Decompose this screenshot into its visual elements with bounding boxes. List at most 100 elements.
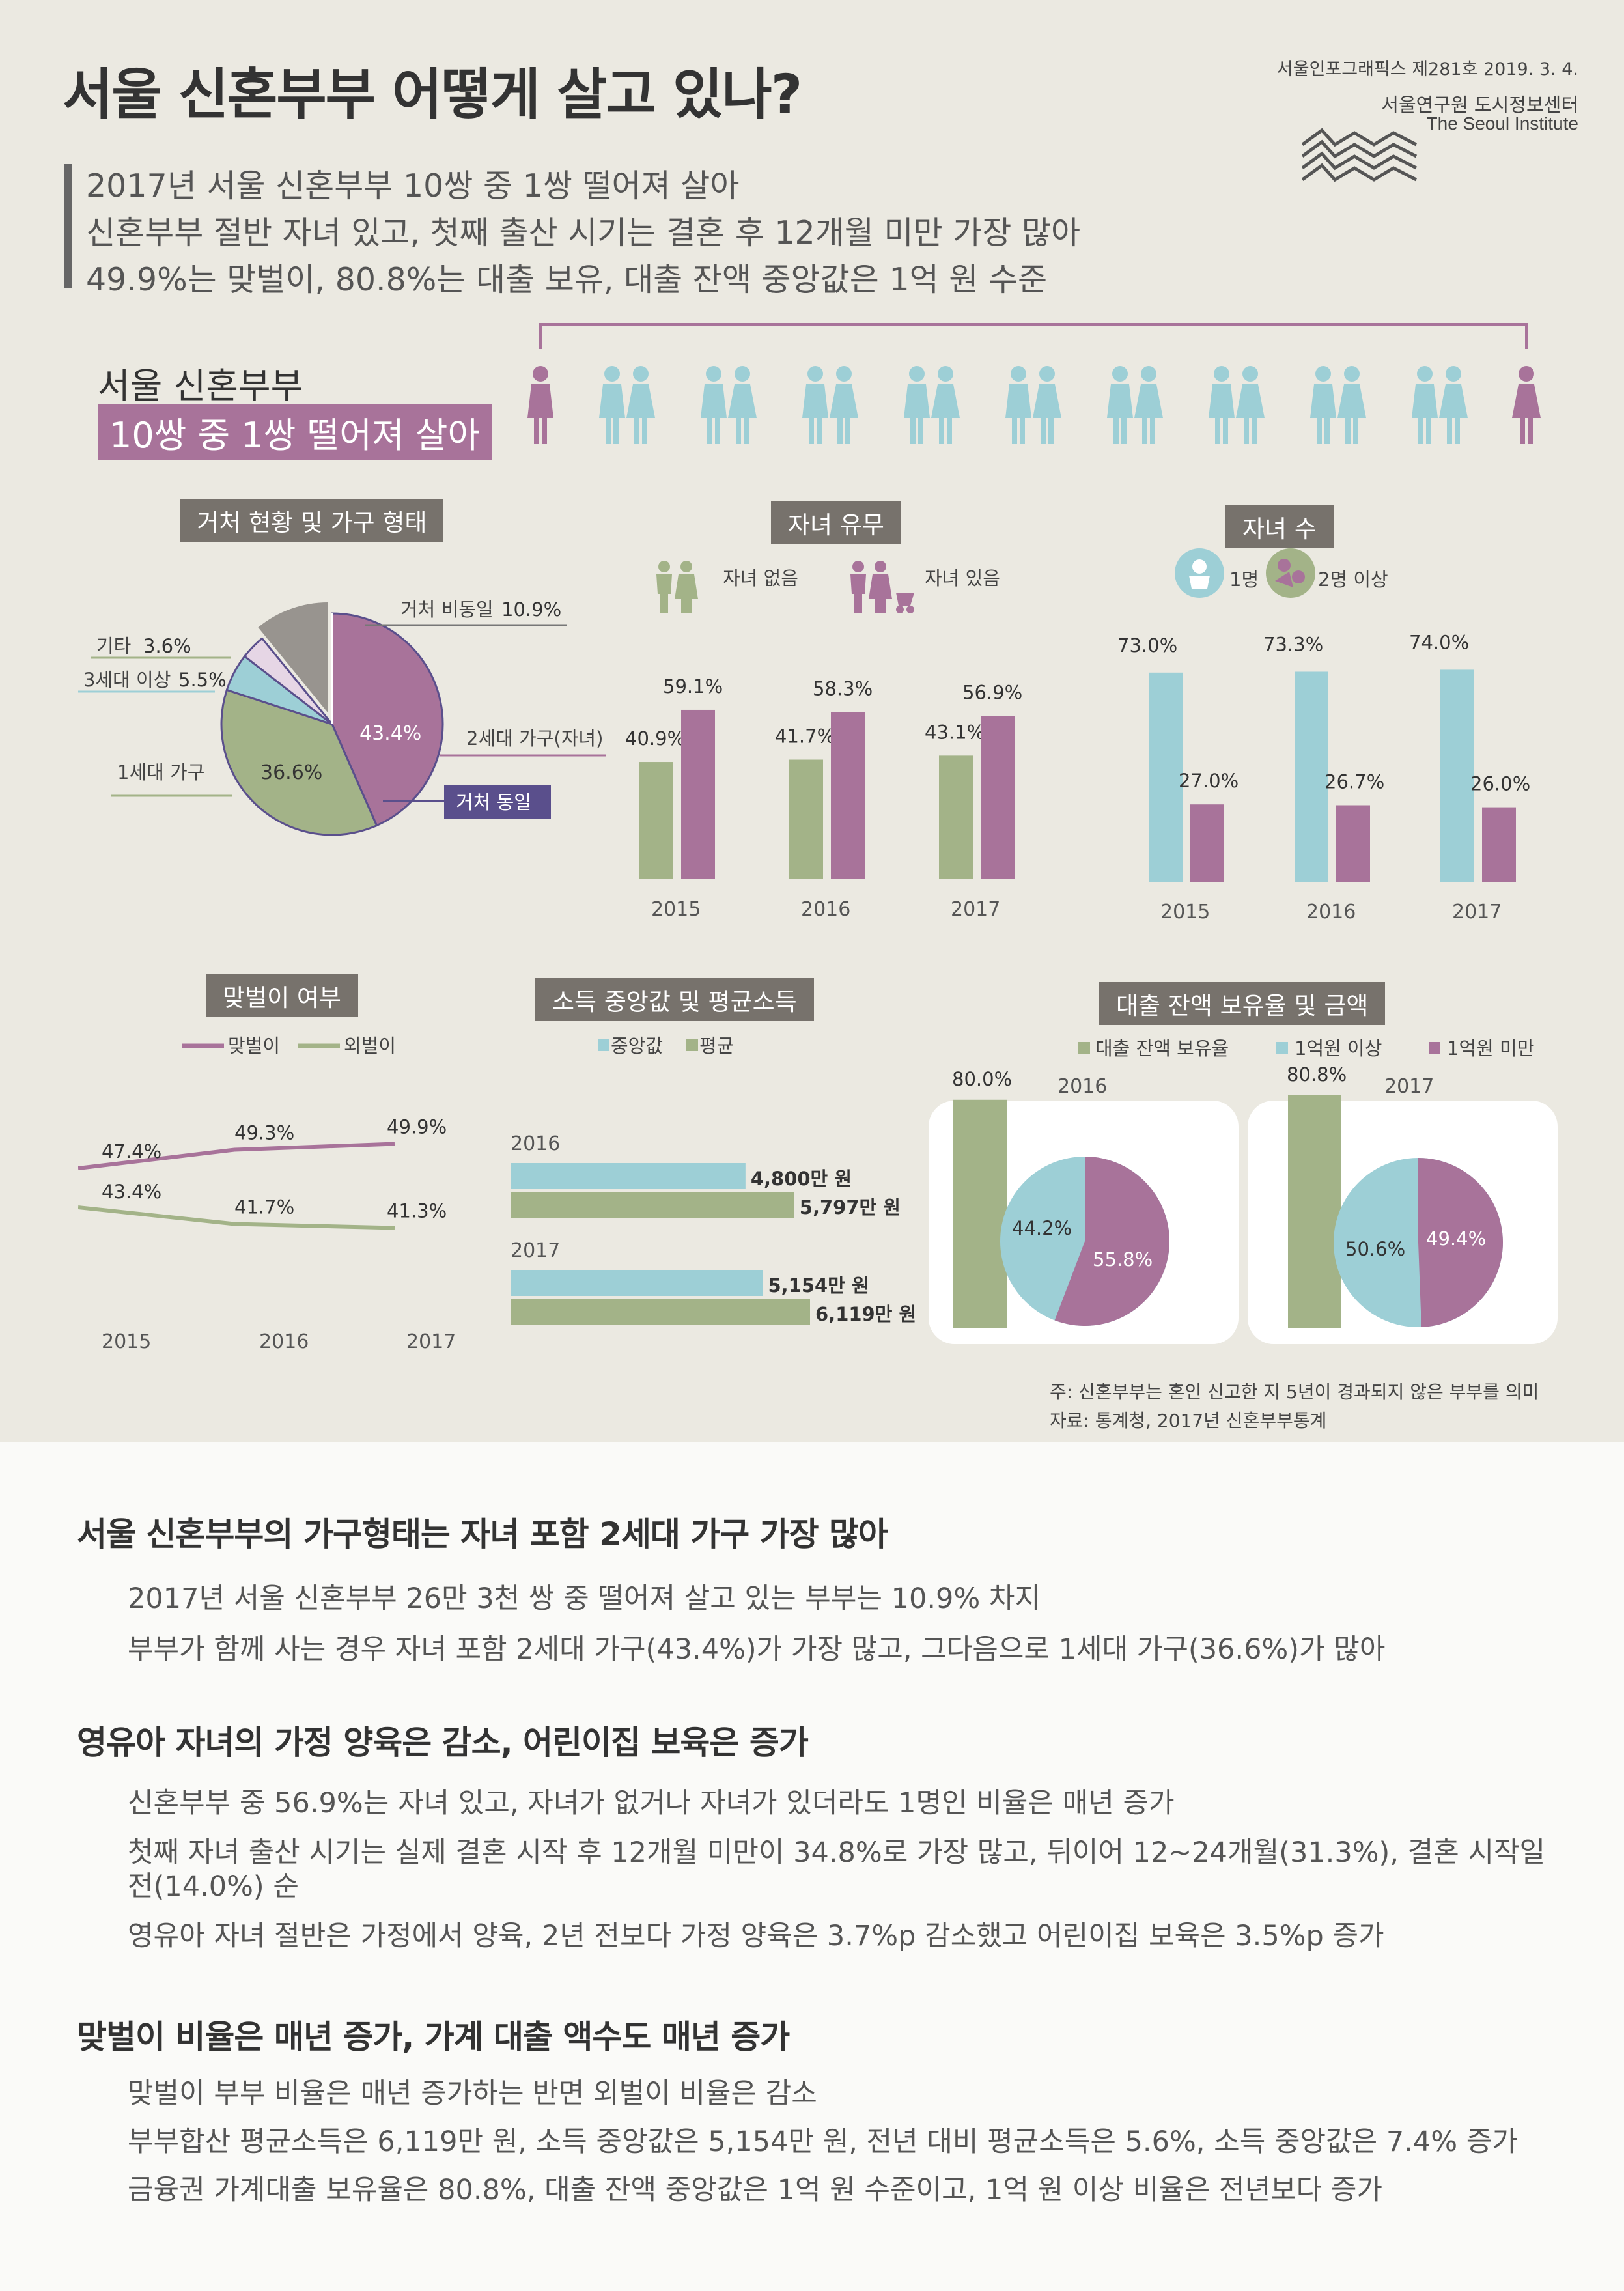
text-line-1-2: 부부가 함께 사는 경우 자녀 포함 2세대 가구(43.4%)가 가장 많고,… [128, 1633, 1386, 1666]
y-tick-label: 2017 [511, 1239, 560, 1262]
footnote: 주: 신혼부부는 혼인 신고한 지 5년이 경과되지 않은 부부를 의미 [1050, 1381, 1539, 1403]
value-label: 41.3% [387, 1200, 447, 1222]
slice-two-gen [331, 612, 444, 827]
num-children-bar-chart: 1명 2명 이상 73.0% 27.0% 2015 73.3% 26.7% 2016 74.… [1117, 548, 1530, 923]
couple-icon [1209, 366, 1235, 444]
text-line-2-1: 신혼부부 중 56.9%는 자녀 있고, 자녀가 없거나 자녀가 있더라도 1명… [128, 1787, 1175, 1820]
text-line-1-1: 2017년 서울 신혼부부 26만 3천 쌍 중 떨어져 살고 있는 부부는 1… [128, 1582, 1041, 1615]
svg-text:평균: 평균 [699, 1035, 734, 1057]
slice-loan-under-2016 [1054, 1157, 1169, 1326]
value-label: 73.0% [1117, 634, 1177, 656]
x-tick-label: 2016 [801, 898, 850, 921]
legend-has-children: 자녀 있음 [850, 561, 1000, 613]
bar-num_children-2016-0 [1295, 671, 1328, 882]
couple-icon [1412, 366, 1438, 444]
svg-text:2명 이상: 2명 이상 [1318, 569, 1388, 591]
value-label: 47.4% [102, 1140, 161, 1162]
bar-children-2017-1 [981, 716, 1015, 879]
value-label: 5,797만 원 [800, 1196, 901, 1218]
svg-text:외벌이: 외벌이 [344, 1035, 396, 1057]
x-tick-label: 2016 [1306, 901, 1356, 923]
dual-income-line-chart: 맞벌이 외벌이 47.4% 49.3% 49.9% 43.4% 41.7% 41.3% 20… [78, 1035, 456, 1353]
svg-text:1억원 이상: 1억원 이상 [1295, 1037, 1382, 1060]
x-tick-label: 2017 [406, 1330, 456, 1353]
value-label: 49.9% [387, 1116, 447, 1138]
couple-icon [802, 366, 828, 444]
couple-icon [1107, 366, 1133, 444]
legend-dual: 맞벌이 [182, 1035, 280, 1057]
couple-icon [1439, 366, 1468, 444]
couple-icon [728, 366, 757, 444]
value-label: 4,800만 원 [751, 1168, 852, 1190]
slice-etc [243, 637, 333, 725]
value-label: 44.2% [1012, 1217, 1072, 1239]
value-label: 56.9% [962, 682, 1022, 704]
source-note: 자료: 통계청, 2017년 신혼부부통계 [1050, 1410, 1327, 1431]
section-children: 자녀 유무 [771, 501, 901, 544]
value-label: 49.4% [1426, 1228, 1486, 1250]
value-label: 58.3% [813, 677, 873, 699]
value-label: 5,154만 원 [768, 1274, 869, 1297]
value-three-gen: 5.5% [178, 669, 227, 691]
bar-children-2016-1 [831, 712, 865, 879]
svg-text:1억원 미만: 1억원 미만 [1447, 1037, 1534, 1060]
value-label: 26.0% [1470, 773, 1530, 795]
couple-icon [1236, 366, 1265, 444]
legend-loan-over: 1억원 이상 [1276, 1037, 1382, 1060]
couple-icon [1310, 366, 1336, 444]
bar-income-2017-0 [511, 1270, 763, 1296]
bar-loan-rate-2016 [953, 1099, 1007, 1328]
couple-icon [904, 366, 930, 444]
text-line-2-2: 첫째 자녀 출산 시기는 실제 결혼 시작 후 12개월 미만이 34.8%로 … [128, 1836, 1546, 1903]
couple-icon [701, 366, 727, 444]
svg-text:1명: 1명 [1229, 569, 1259, 591]
children-bar-chart: 자녀 없음 자녀 있음 40.9% 59.1% 2015 41.7% 58.3% 2016… [625, 561, 1022, 921]
value-label: 55.8% [1093, 1248, 1153, 1271]
value-label: 74.0% [1409, 631, 1469, 653]
text-line-3-3: 금융권 가계대출 보유율은 80.8%, 대출 잔액 중앙값은 1억 원 수준이… [128, 2174, 1382, 2206]
headline-line-1: 서울 신혼부부 [98, 365, 303, 406]
couple-icon [931, 366, 960, 444]
value-label: 43.1% [925, 721, 985, 743]
couple-icon [1337, 366, 1366, 444]
text-heading-3: 맞벌이 비율은 매년 증가, 가계 대출 액수도 매년 증가 [77, 2018, 790, 2056]
separated-wife-icon [1512, 366, 1541, 444]
x-tick-label: 2017 [1452, 901, 1502, 923]
x-tick-label: 2016 [259, 1330, 309, 1353]
value-label: 49.3% [234, 1122, 294, 1144]
value-two-gen: 43.4% [359, 722, 421, 745]
bar-num_children-2017-0 [1440, 669, 1474, 882]
loan-chart: 대출 잔액 보유율 1억원 이상 1억원 미만 2016 80.0% 44.2% 55… [952, 1037, 1534, 1328]
value-separate: 10.9% [501, 598, 561, 621]
x-tick-label: 2017 [951, 898, 1000, 921]
bar-num_children-2015-1 [1190, 804, 1224, 882]
value-label: 41.7% [234, 1196, 294, 1218]
couple-icon [1033, 366, 1061, 444]
value-label: 59.1% [663, 675, 723, 697]
svg-text:자녀 있음: 자녀 있음 [925, 567, 1000, 589]
x-tick-label: 2015 [651, 898, 701, 921]
label-etc: 기타 [96, 635, 131, 657]
value-label: 40.9% [625, 727, 685, 750]
legend-single: 외벌이 [298, 1035, 396, 1057]
value-label: 27.0% [1179, 770, 1239, 792]
svg-text:중앙값: 중앙값 [611, 1035, 663, 1057]
bar-income-2017-1 [511, 1299, 810, 1325]
value-label: 50.6% [1345, 1238, 1405, 1260]
bar-children-2017-0 [939, 755, 973, 879]
couple-icon [1005, 366, 1031, 444]
summary-line-3: 49.9%는 맞벌이, 80.8%는 대출 보유, 대출 잔액 중앙값은 1억 … [86, 261, 1048, 298]
x-tick-label: 2015 [102, 1330, 151, 1353]
page-title: 서울 신혼부부 어떻게 살고 있나? [63, 63, 802, 126]
year-label: 2016 [1057, 1075, 1107, 1098]
summary-line-2: 신혼부부 절반 자녀 있고, 첫째 출산 시기는 결혼 후 12개월 미만 가장… [86, 214, 1081, 251]
x-tick-label: 2015 [1160, 901, 1210, 923]
section-num-children: 자녀 수 [1225, 505, 1334, 548]
couple-icon [626, 366, 655, 444]
legend-loan-rate: 대출 잔액 보유율 [1078, 1037, 1229, 1060]
headline-line-2: 10쌍 중 1쌍 떨어져 살아 [98, 404, 492, 460]
value-label: 80.8% [1287, 1063, 1347, 1086]
bar-children-2015-0 [639, 762, 673, 879]
bar-num_children-2017-1 [1482, 807, 1516, 882]
org-name-en: The Seoul Institute [1426, 113, 1578, 134]
